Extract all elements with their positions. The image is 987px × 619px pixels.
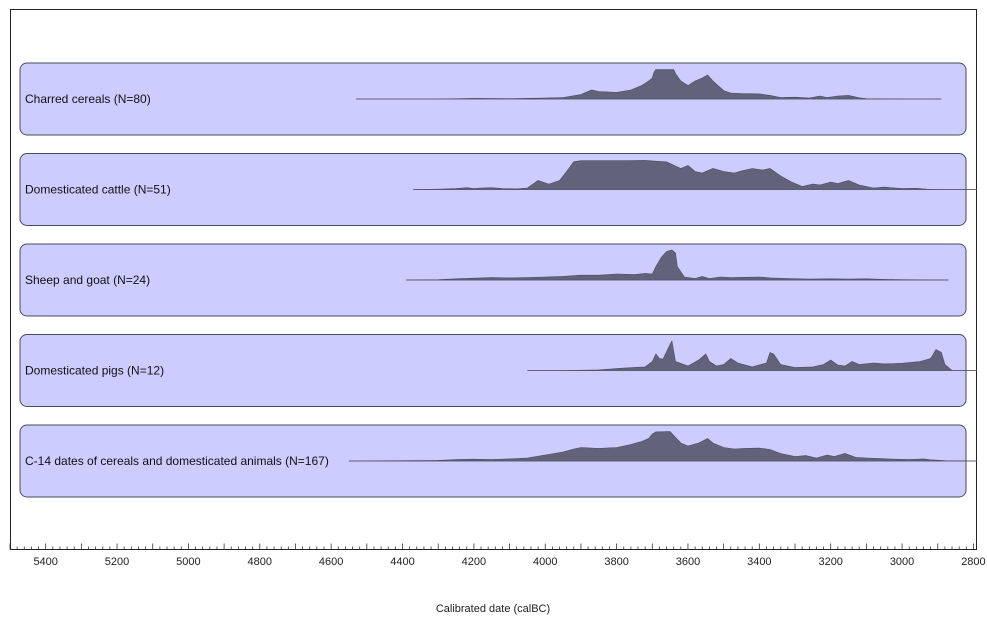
series-density xyxy=(356,69,942,100)
x-tick-label: 3000 xyxy=(890,556,914,568)
x-tick-label: 4400 xyxy=(390,556,414,568)
x-tick-label: 3600 xyxy=(676,556,700,568)
panels: Charred cereals (N=80) Domesticated cattl… xyxy=(19,62,978,498)
panel-1: Charred cereals (N=80) xyxy=(19,62,967,136)
panel-5: C-14 dates of cereals and domesticated a… xyxy=(19,424,978,498)
x-tick-label: 5000 xyxy=(176,556,200,568)
x-tick-label: 4200 xyxy=(462,556,486,568)
panel-3: Sheep and goat (N=24) xyxy=(19,243,967,317)
series-label: Domesticated pigs (N=12) xyxy=(25,364,164,378)
x-tick-label: 4600 xyxy=(319,556,343,568)
series-density xyxy=(413,160,977,190)
series-label: Sheep and goat (N=24) xyxy=(25,273,150,287)
x-axis: 5400 5200 5000 4800 4600 4400 4200 4000 3800 3600… xyxy=(9,543,986,568)
x-axis-label: Calibrated date (calBC) xyxy=(436,603,550,615)
series-label: C-14 dates of cereals and domesticated a… xyxy=(25,454,329,468)
x-tick-label: 3400 xyxy=(747,556,771,568)
panel-2: Domesticated cattle (N=51) xyxy=(19,153,977,226)
series-density xyxy=(527,340,977,371)
x-tick-label: 5400 xyxy=(33,556,57,568)
x-tick-label: 5200 xyxy=(105,556,129,568)
series-label: Charred cereals (N=80) xyxy=(25,92,151,106)
x-tick-label: 3800 xyxy=(604,556,628,568)
x-tick-label: 2800 xyxy=(961,556,985,568)
x-tick-label: 3200 xyxy=(818,556,842,568)
x-tick-label: 4800 xyxy=(248,556,272,568)
panel-4: Domesticated pigs (N=12) xyxy=(19,334,977,407)
series-density xyxy=(348,431,978,462)
series-density xyxy=(406,249,949,281)
x-tick-label: 4000 xyxy=(533,556,557,568)
series-label: Domesticated cattle (N=51) xyxy=(25,183,171,197)
